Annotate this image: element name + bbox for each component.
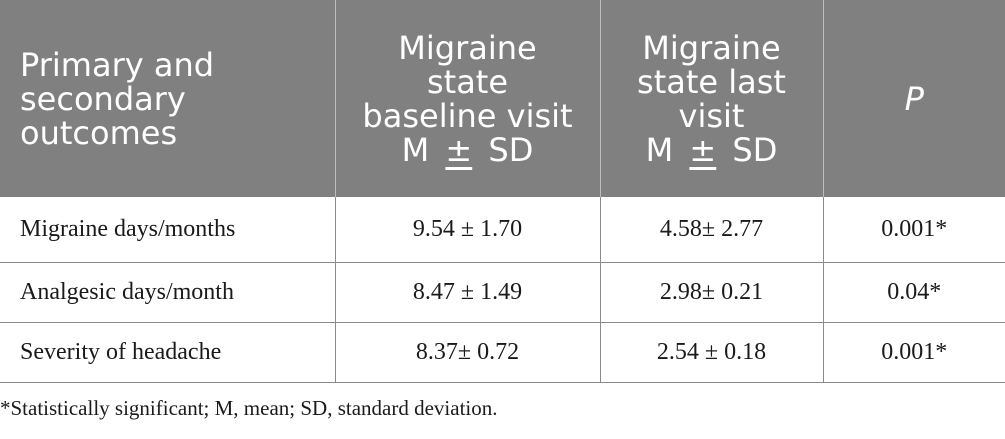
table-row: Migraine days/months 9.54 ± 1.70 4.58± 2… — [0, 197, 1005, 262]
table-row: Analgesic days/month 8.47 ± 1.49 2.98± 0… — [0, 262, 1005, 322]
cell-outcome: Migraine days/months — [20, 215, 236, 242]
cell-last-visit: 2.98± 0.21 — [599, 262, 823, 322]
cell-baseline: 8.37± 0.72 — [334, 322, 600, 382]
results-table-container: Primary and secondary outcomes Migraine … — [0, 0, 1005, 382]
header-outcomes: Primary and secondary outcomes — [0, 0, 335, 197]
cell-outcome: Analgesic days/month — [20, 278, 234, 305]
cell-last-visit: 2.54 ± 0.18 — [599, 322, 823, 382]
header-last-stat: M ± SD — [645, 130, 778, 169]
table-footnote: *Statistically significant; M, mean; SD,… — [0, 396, 498, 420]
header-row: Primary and secondary outcomes Migraine … — [0, 0, 1005, 197]
cell-outcome: Severity of headache — [20, 338, 222, 365]
table-header: Primary and secondary outcomes Migraine … — [0, 0, 1005, 197]
cell-baseline: 8.47 ± 1.49 — [334, 262, 600, 322]
cell-p-value: 0.001* — [822, 322, 1005, 382]
table-row: Severity of headache 8.37± 0.72 2.54 ± 0… — [0, 322, 1005, 382]
header-p-value: P — [822, 0, 1005, 197]
table-body: Migraine days/months 9.54 ± 1.70 4.58± 2… — [0, 197, 1005, 382]
cell-baseline: 9.54 ± 1.70 — [334, 197, 600, 262]
cell-last-visit: 4.58± 2.77 — [599, 197, 823, 262]
cell-p-value: 0.04* — [822, 262, 1005, 322]
results-table: Primary and secondary outcomes Migraine … — [0, 0, 1005, 382]
header-last-visit: Migraine state last visit M ± SD — [599, 0, 823, 197]
cell-p-value: 0.001* — [822, 197, 1005, 262]
header-baseline-stat: M ± SD — [401, 130, 534, 169]
header-baseline: Migraine state baseline visit M ± SD — [334, 0, 600, 197]
